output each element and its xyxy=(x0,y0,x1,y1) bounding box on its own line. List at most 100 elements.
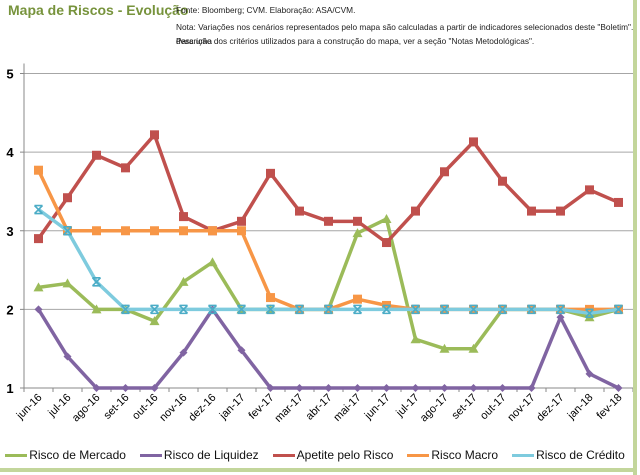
legend-label: Risco de Crédito xyxy=(536,448,625,462)
data-point xyxy=(33,204,44,215)
data-point xyxy=(614,384,623,392)
legend-item: Apetite pelo Risco xyxy=(272,448,394,462)
x-tick-label: jun-16 xyxy=(14,392,45,423)
data-point xyxy=(555,304,566,315)
page-border-bottom xyxy=(0,468,637,472)
data-point xyxy=(295,206,304,216)
x-tick-label: jun-17 xyxy=(362,392,393,423)
data-point xyxy=(62,278,73,288)
data-point xyxy=(295,384,304,392)
data-point xyxy=(236,304,247,315)
data-point xyxy=(440,384,449,392)
x-tick-label: dez-17 xyxy=(534,392,566,424)
data-point xyxy=(410,334,421,344)
data-point xyxy=(323,304,334,315)
data-point xyxy=(207,257,218,267)
legend-item: Risco de Crédito xyxy=(512,448,625,462)
data-point xyxy=(324,216,333,226)
data-point xyxy=(411,384,420,392)
data-point xyxy=(63,352,72,361)
legend-label: Risco Macro xyxy=(431,448,499,462)
x-tick-label: nov-17 xyxy=(505,392,537,424)
x-tick-label: mai-17 xyxy=(331,392,363,424)
y-tick-label: 4 xyxy=(6,145,14,160)
data-point xyxy=(352,228,363,238)
data-point xyxy=(468,343,479,353)
legend-label: Apetite pelo Risco xyxy=(296,448,394,462)
data-point xyxy=(92,226,101,236)
data-point xyxy=(91,277,102,287)
data-point xyxy=(585,369,594,378)
data-point xyxy=(439,343,450,353)
data-point xyxy=(352,304,363,315)
data-point xyxy=(266,293,275,303)
chart-legend: Risco de Mercado Risco de Liquidez Apetite… xyxy=(0,448,630,462)
data-point xyxy=(353,294,362,304)
data-point xyxy=(149,316,160,326)
x-tick-label: dez-16 xyxy=(186,392,218,424)
data-point xyxy=(324,384,333,392)
source-text: Fonte: Bloomberg; CVM. Elaboração: ASA/C… xyxy=(176,5,356,15)
data-point xyxy=(34,165,43,175)
data-point xyxy=(237,216,246,226)
data-point xyxy=(92,150,101,160)
legend-swatch xyxy=(512,453,535,457)
data-point xyxy=(91,304,102,314)
data-point xyxy=(179,226,188,236)
data-point xyxy=(121,163,130,173)
legend-label: Risco de Liquidez xyxy=(163,448,259,462)
data-point xyxy=(266,384,275,392)
data-point xyxy=(207,304,218,315)
data-point xyxy=(440,167,449,177)
note-line-2: descrição dos critérios utilizados para … xyxy=(176,36,535,46)
note-line-1: Nota: Variações nos cenários representad… xyxy=(176,22,634,46)
data-point xyxy=(150,130,159,140)
x-tick-label: ago-16 xyxy=(70,392,103,425)
data-point xyxy=(469,384,478,392)
data-point xyxy=(468,304,479,315)
data-point xyxy=(498,176,507,186)
x-tick-label: out-16 xyxy=(130,392,161,423)
x-tick-label: mar-17 xyxy=(272,392,305,425)
x-tick-label: set-16 xyxy=(102,392,132,422)
data-point xyxy=(33,282,44,292)
legend-item: Risco de Mercado xyxy=(5,448,126,462)
data-point xyxy=(526,304,537,315)
data-point xyxy=(469,137,478,147)
x-tick-label: jan-18 xyxy=(565,392,596,423)
data-point xyxy=(150,226,159,236)
series-line-1 xyxy=(37,307,620,390)
legend-swatch xyxy=(139,453,162,457)
x-tick-label: out-17 xyxy=(478,392,509,423)
data-point xyxy=(63,193,72,203)
series-line-3 xyxy=(36,169,619,312)
data-point xyxy=(556,313,565,322)
legend-item: Risco de Liquidez xyxy=(139,448,259,462)
y-tick-label: 5 xyxy=(6,67,13,82)
data-point xyxy=(179,212,188,222)
data-point xyxy=(120,304,131,315)
y-tick-label: 2 xyxy=(6,302,13,317)
data-point xyxy=(178,276,189,286)
x-tick-label: fev-18 xyxy=(595,392,625,422)
x-tick-label: set-17 xyxy=(450,392,480,422)
data-point xyxy=(353,384,362,392)
data-point xyxy=(527,206,536,216)
x-tick-label: jan-17 xyxy=(217,392,248,423)
data-point xyxy=(34,234,43,244)
data-point xyxy=(265,304,276,315)
data-point xyxy=(381,213,392,223)
data-point xyxy=(92,384,101,392)
chart-title: Mapa de Riscos - Evolução xyxy=(8,2,189,18)
data-point xyxy=(62,225,73,236)
data-point xyxy=(411,206,420,216)
y-tick-label: 3 xyxy=(6,224,13,239)
data-point xyxy=(497,304,508,315)
data-point xyxy=(410,304,421,315)
data-point xyxy=(294,304,305,315)
legend-swatch xyxy=(407,453,430,457)
data-point xyxy=(237,226,246,236)
x-tick-label: nov-16 xyxy=(157,392,189,424)
data-point xyxy=(382,384,391,392)
